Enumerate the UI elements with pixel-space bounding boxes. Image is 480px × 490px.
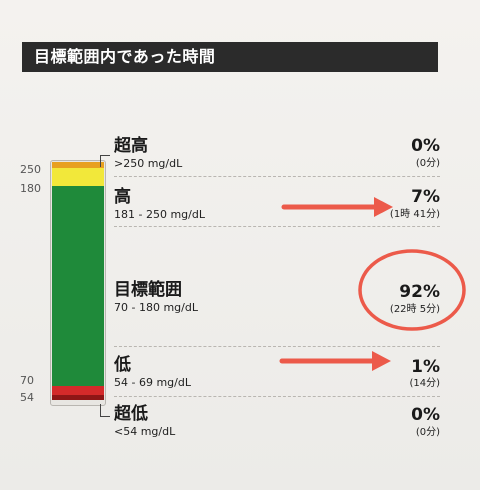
connector-very-low-h — [100, 416, 110, 417]
bar-segment-very-low — [52, 395, 104, 400]
range-name-very-low: 超低 — [114, 404, 148, 424]
percent-high: 7% — [411, 187, 440, 207]
percent-very-low: 0% — [411, 405, 440, 425]
row-divider — [114, 346, 440, 347]
connector-very-high-h — [100, 155, 110, 156]
bar-segment-very-high — [52, 162, 104, 168]
bar-segment-high — [52, 168, 104, 186]
annotation-circle — [358, 249, 466, 331]
range-name-very-high: 超高 — [114, 136, 148, 156]
duration-in-range: (22時 5分) — [389, 304, 440, 315]
duration-very-low: (0分) — [415, 427, 440, 438]
duration-low: (14分) — [409, 378, 440, 389]
range-name-high: 高 — [114, 187, 131, 207]
axis-tick-54: 54 — [20, 391, 34, 404]
axis-tick-180: 180 — [20, 182, 41, 195]
connector-very-low — [100, 404, 101, 416]
range-limits-very-low: <54 mg/dL — [114, 425, 176, 438]
axis-tick-250: 250 — [20, 163, 41, 176]
percent-low: 1% — [411, 357, 440, 377]
duration-very-high: (0分) — [415, 158, 440, 169]
annotation-arrowhead-low — [372, 351, 391, 371]
range-limits-low: 54 - 69 mg/dL — [114, 376, 191, 389]
range-name-in-range: 目標範囲 — [114, 280, 182, 300]
percent-very-high: 0% — [411, 136, 440, 156]
row-divider — [114, 396, 440, 397]
row-divider — [114, 226, 440, 227]
range-limits-very-high: >250 mg/dL — [114, 157, 183, 170]
section-title: 目標範囲内であった時間 — [22, 42, 438, 72]
duration-high: (1時 41分) — [389, 209, 440, 220]
axis-tick-70: 70 — [20, 374, 34, 387]
row-divider — [114, 176, 440, 177]
annotation-arrowhead-high — [374, 197, 393, 217]
connector-very-high — [100, 155, 101, 167]
bar-segment-in-range — [52, 186, 104, 386]
percent-in-range: 92% — [399, 282, 440, 302]
bar-segment-low — [52, 386, 104, 395]
range-name-low: 低 — [114, 355, 131, 375]
range-limits-in-range: 70 - 180 mg/dL — [114, 301, 198, 314]
range-limits-high: 181 - 250 mg/dL — [114, 208, 205, 221]
